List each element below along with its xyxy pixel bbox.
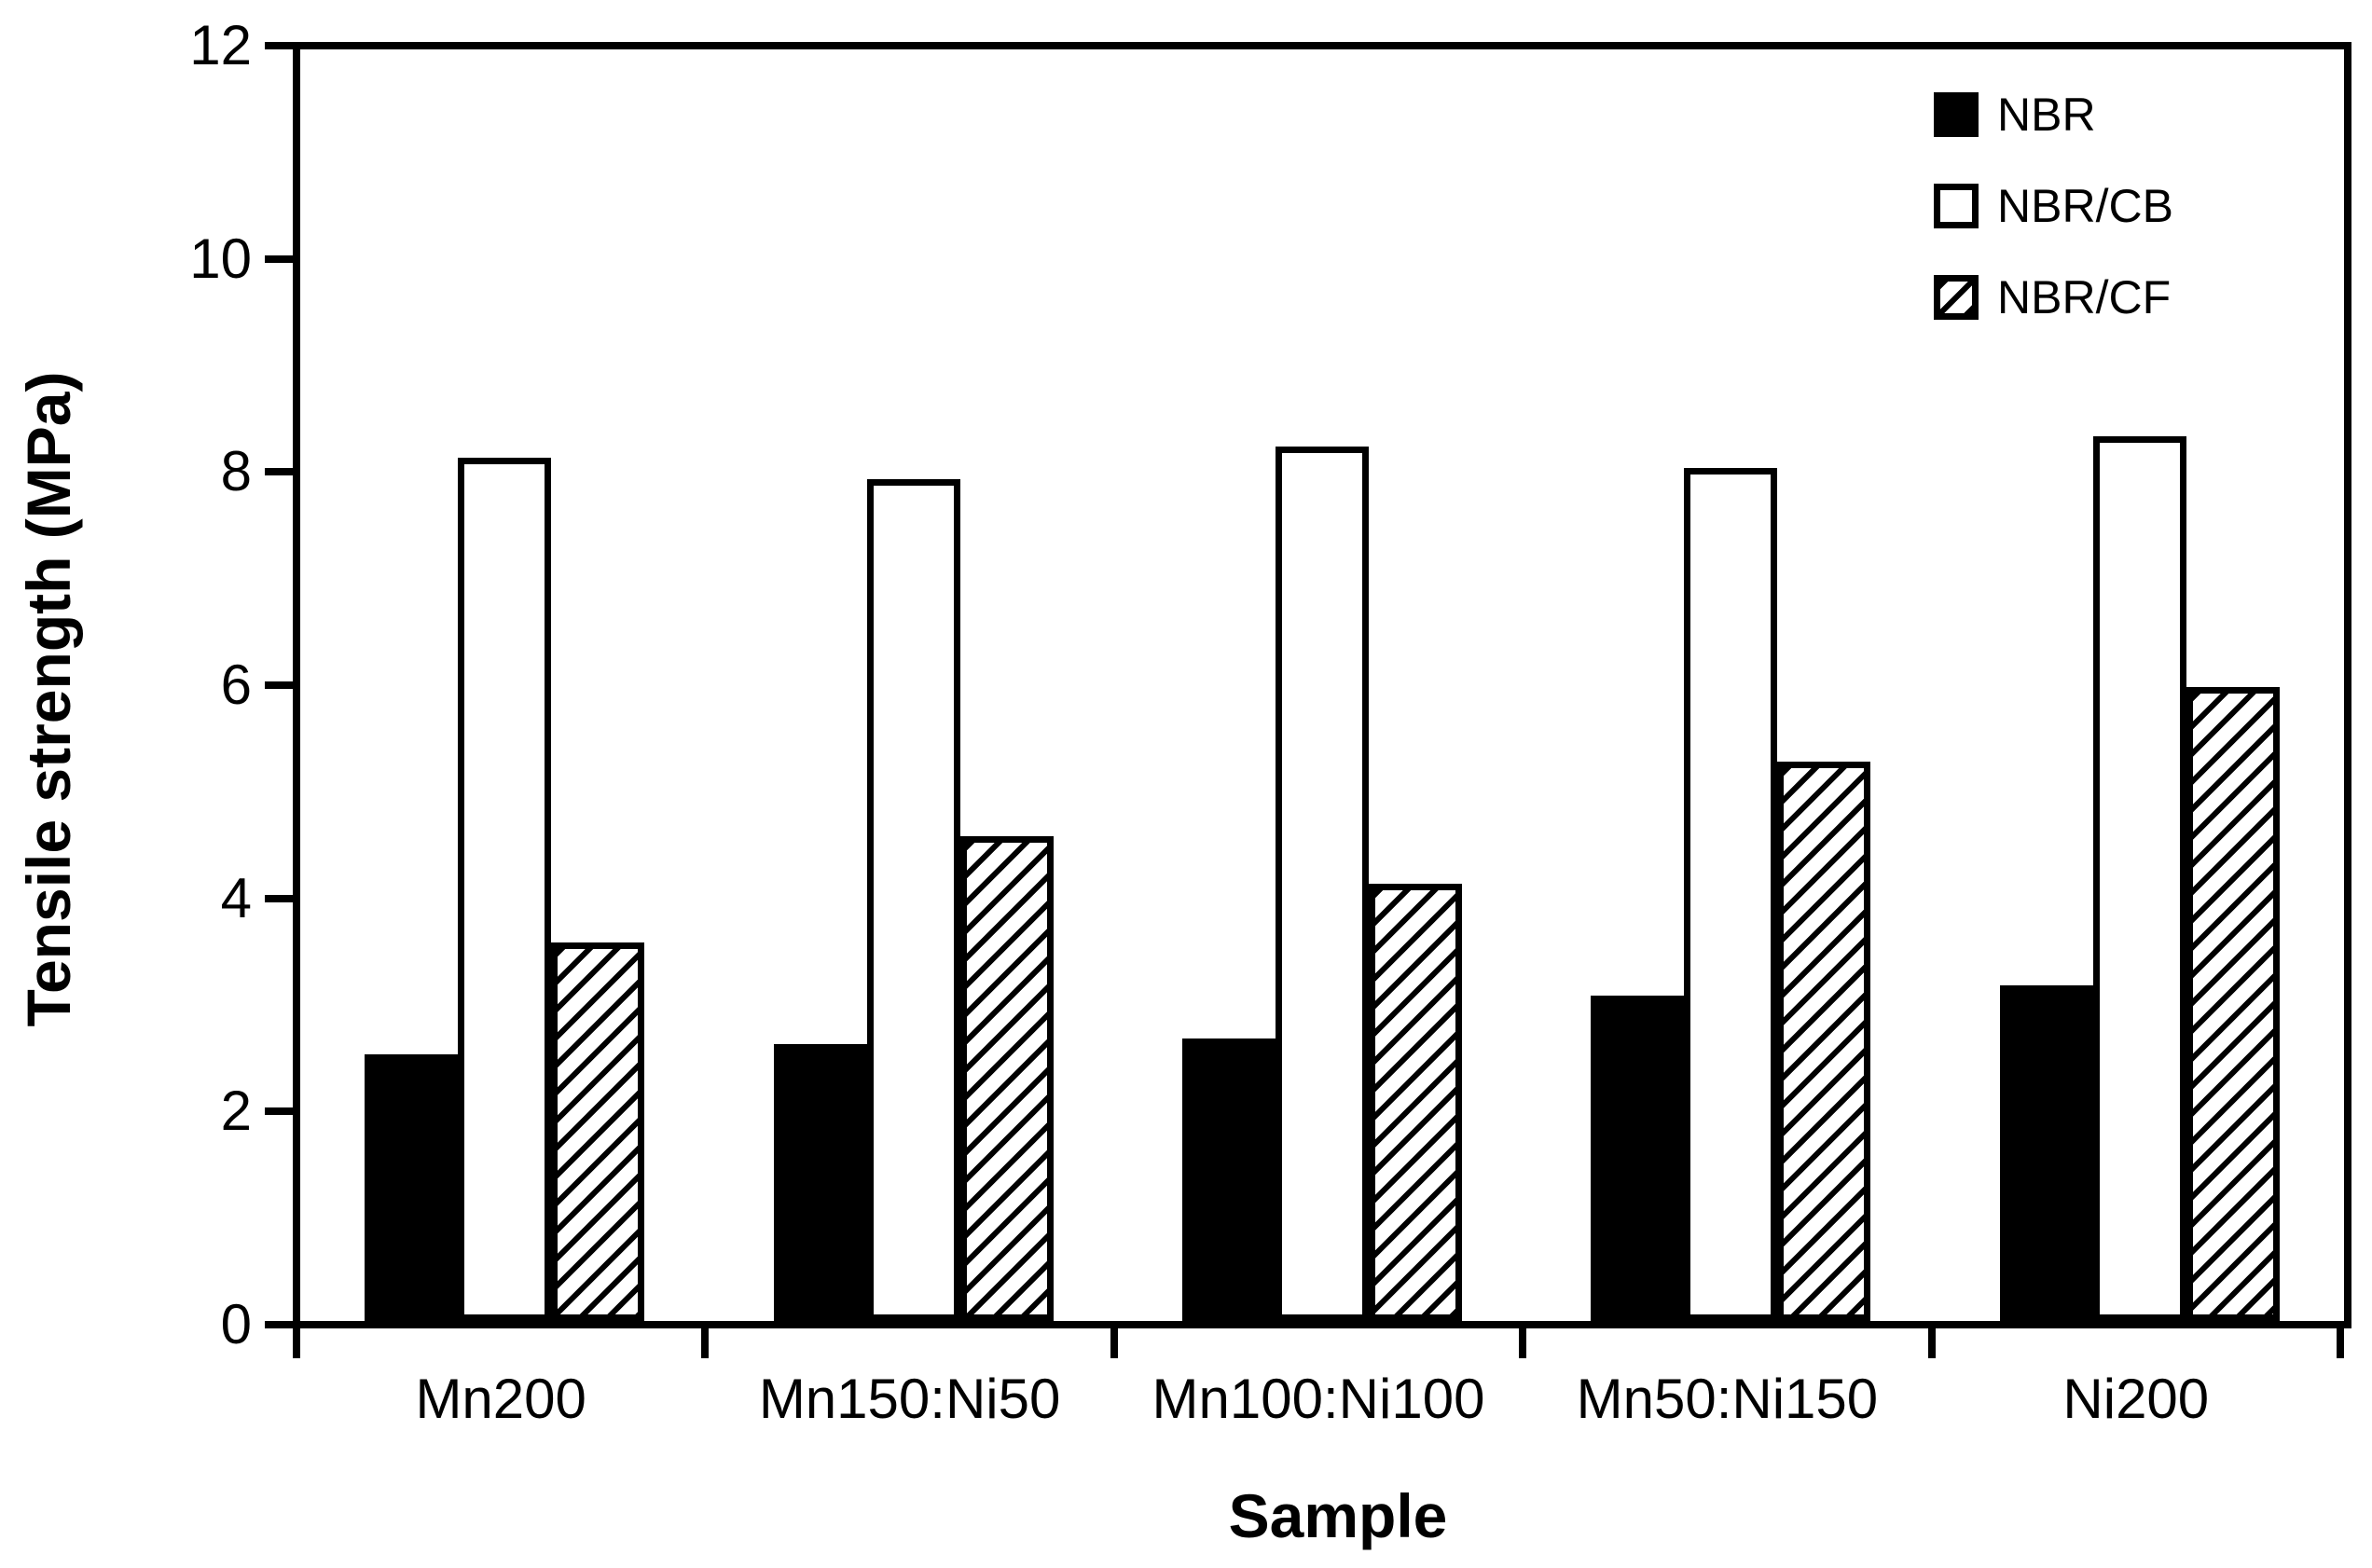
bar-nbr-mn150-ni50: [773, 1044, 867, 1321]
legend: NBR NBR/CB NBR/CF: [1934, 89, 2173, 364]
y-tick-2: [265, 1107, 293, 1116]
legend-item-nbr-cb: NBR/CB: [1934, 181, 2173, 231]
bar-nbr-cf-mn200: [551, 942, 645, 1321]
bar-nbr-cf-mn150-ni50: [959, 836, 1054, 1321]
y-tick-4: [265, 894, 293, 902]
x-axis-title: Sample: [1228, 1481, 1448, 1550]
legend-swatch-nbr: [1934, 92, 1979, 137]
y-tick-label-8: 8: [220, 440, 252, 503]
bar-nbr-cb-mn200: [458, 458, 552, 1321]
x-tick-3: [1519, 1328, 1527, 1358]
legend-swatch-nbr-cf: [1934, 275, 1979, 320]
legend-label-nbr-cf: NBR/CF: [1997, 271, 2172, 323]
bar-nbr-cb-mn150-ni50: [866, 479, 960, 1321]
legend-item-nbr: NBR: [1934, 89, 2173, 140]
category-label-mn50-ni150: Mn50:Ni150: [1576, 1368, 1879, 1430]
y-axis-title: Tensile strength (MPa): [14, 371, 83, 1027]
bar-nbr-cf-ni200: [2186, 687, 2280, 1321]
y-tick-0: [265, 1321, 293, 1328]
x-tick-5: [2337, 1328, 2344, 1358]
legend-item-nbr-cf: NBR/CF: [1934, 272, 2173, 323]
y-tick-label-4: 4: [220, 866, 252, 929]
y-tick-10: [265, 254, 293, 263]
category-label-ni200: Ni200: [2062, 1368, 2210, 1430]
y-tick-label-2: 2: [220, 1080, 252, 1143]
y-tick-label-10: 10: [189, 227, 252, 290]
x-tick-1: [701, 1328, 710, 1358]
y-tick-label-12: 12: [189, 14, 252, 76]
category-label-mn200: Mn200: [415, 1368, 586, 1430]
bar-nbr-mn100-ni100: [1182, 1038, 1276, 1321]
legend-label-nbr-cb: NBR/CB: [1997, 180, 2173, 232]
x-tick-0: [293, 1328, 300, 1358]
legend-swatch-nbr-cb: [1934, 184, 1979, 228]
bar-nbr-mn200: [365, 1054, 459, 1321]
y-tick-6: [265, 681, 293, 689]
bar-nbr-cb-mn50-ni150: [1684, 468, 1778, 1321]
bar-nbr-cf-mn100-ni100: [1369, 884, 1462, 1321]
y-tick-12: [265, 42, 293, 49]
bar-nbr-cf-mn50-ni150: [1777, 762, 1871, 1321]
y-tick-label-0: 0: [220, 1293, 252, 1355]
legend-label-nbr: NBR: [1997, 89, 2096, 141]
category-label-mn100-ni100: Mn100:Ni100: [1152, 1368, 1485, 1430]
x-tick-2: [1110, 1328, 1118, 1358]
bar-nbr-ni200: [1999, 985, 2093, 1321]
bar-nbr-cb-mn100-ni100: [1276, 447, 1369, 1321]
bar-nbr-mn50-ni150: [1591, 996, 1685, 1321]
category-label-mn150-ni50: Mn150:Ni50: [758, 1368, 1061, 1430]
y-tick-label-6: 6: [220, 653, 252, 716]
bar-nbr-cb-ni200: [2092, 436, 2186, 1321]
x-tick-4: [1927, 1328, 1936, 1358]
bars-layer: [300, 49, 2344, 1321]
y-tick-8: [265, 468, 293, 476]
